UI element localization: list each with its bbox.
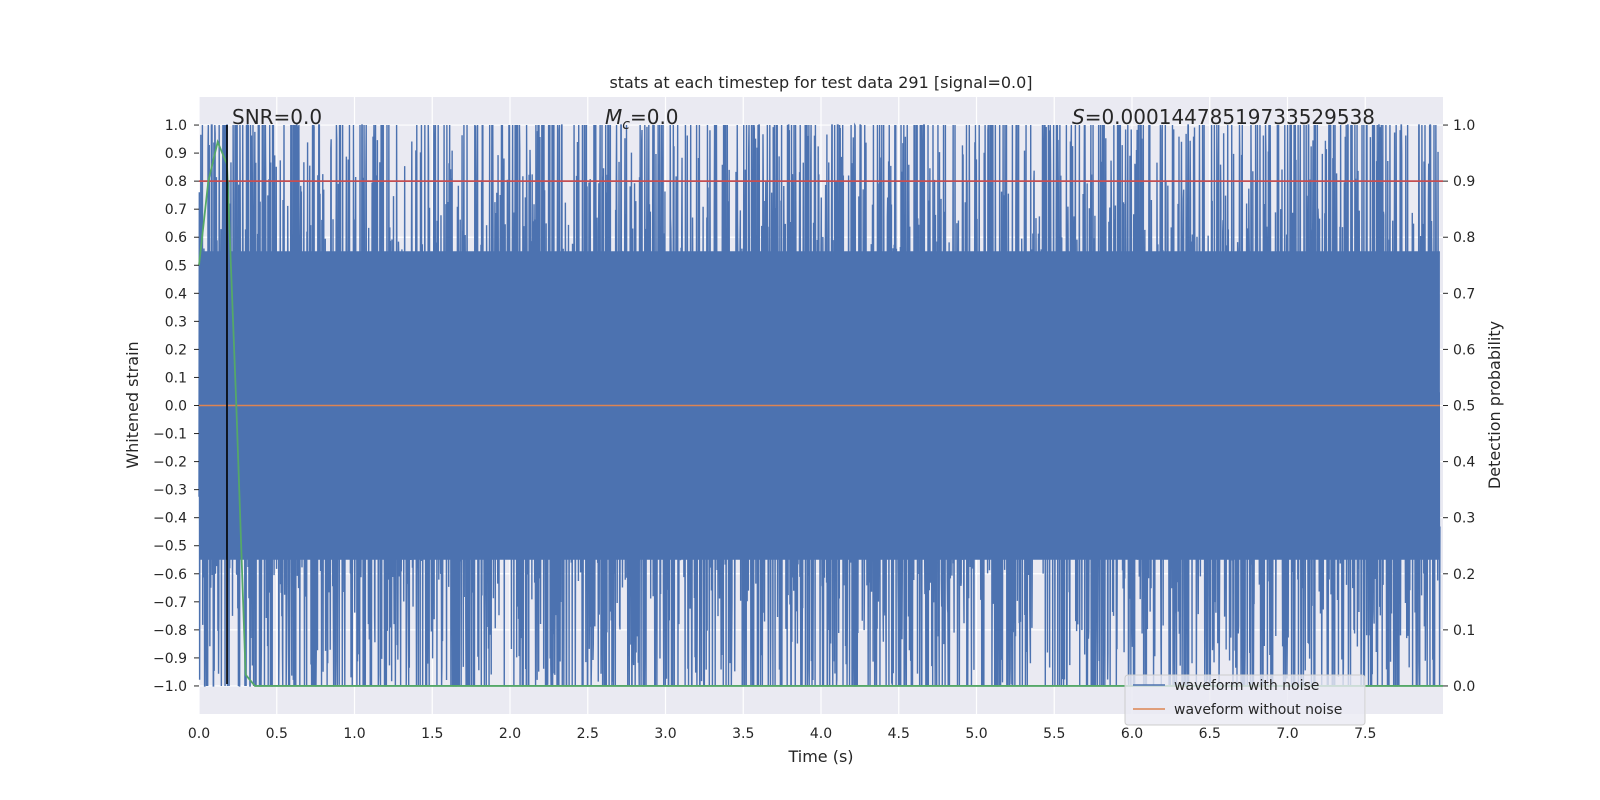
y-left-tick-label: 0.4 [165,286,187,302]
legend-label-noise: waveform with noise [1174,678,1319,694]
y-left-tick-label: 0.6 [165,230,187,246]
overlay-series [198,125,1443,687]
y-right-tick-label: 0.6 [1453,342,1475,358]
y-right-tick-label: 0.7 [1453,286,1475,302]
x-tick-label: 0.5 [266,726,288,742]
x-axis-label: Time (s) [787,747,853,766]
x-tick-label: 3.5 [732,726,754,742]
y-left-tick-label: −0.7 [153,595,187,611]
x-tick-label: 7.5 [1354,726,1376,742]
x-tick-label: 6.5 [1199,726,1221,742]
y-left-tick-label: 0.1 [165,370,187,386]
s-symbol: S [1072,105,1085,129]
y-axis-right-label: Detection probability [1485,321,1504,489]
y-left-tick-label: −0.4 [153,511,187,527]
y-left-tick-label: 0.0 [165,399,187,415]
y-left-tick-label: −0.6 [153,567,187,583]
y-right-tick-label: 1.0 [1453,118,1475,134]
detection-probability-line [198,138,1443,687]
y-left-tick-label: −0.2 [153,455,187,471]
x-tick-label: 1.5 [421,726,443,742]
y-left-tick-label: −0.5 [153,539,187,555]
y-left-tick-label: 0.3 [165,314,187,330]
s-annotation: S=0.00014478519733529538 [1072,105,1375,129]
y-right-tick-label: 0.0 [1453,679,1475,695]
y-right-tick-label: 0.2 [1453,567,1475,583]
y-right-tick-label: 0.3 [1453,511,1475,527]
y-right-tick-label: 0.5 [1453,399,1475,415]
y-left-tick-label: −0.3 [153,483,187,499]
axis-ticks: 1.0 0.9 0.8 0.7 0.6 0.5 0.4 0.3 0.2 0.1 0.0 0.0 0.5 1… [153,118,1475,742]
y-left-tick-label: −1.0 [153,679,187,695]
y-left-tick-label: 0.9 [165,146,187,162]
legend-box [1124,674,1366,726]
y-left-tick-label: 0.8 [165,174,187,190]
x-tick-label: 4.0 [810,726,832,742]
y-left-tick-label: −0.8 [153,623,187,639]
x-tick-label: 5.5 [1043,726,1065,742]
y-axis-left-label: Whitened strain [123,341,142,468]
mc-symbol: M [605,105,622,129]
y-right-tick-label: 0.9 [1453,174,1475,190]
x-tick-label: 0.0 [188,726,210,742]
legend-label-clean: waveform without noise [1174,702,1342,718]
x-tick-label: 3.0 [654,726,676,742]
y-left-tick-label: 0.5 [165,258,187,274]
x-tick-label: 4.5 [888,726,910,742]
y-left-tick-label: 0.7 [165,202,187,218]
x-tick-label: 6.0 [1121,726,1143,742]
y-right-tick-label: 0.8 [1453,230,1475,246]
y-left-tick-label: −0.1 [153,427,187,443]
y-right-tick-label: 0.1 [1453,623,1475,639]
snr-annotation: SNR=0.0 [232,105,322,129]
x-tick-label: 1.0 [343,726,365,742]
s-value: =0.00014478519733529538 [1085,105,1375,129]
x-tick-label: 5.0 [965,726,987,742]
chart-title: stats at each timestep for test data 291… [609,73,1032,92]
x-tick-label: 2.0 [499,726,521,742]
mc-value: =0.0 [630,105,679,129]
y-left-tick-label: 1.0 [165,118,187,134]
y-left-tick-label: −0.9 [153,651,187,667]
x-tick-label: 7.0 [1276,726,1298,742]
legend: waveform with noise waveform without noi… [1124,674,1366,726]
y-left-tick-label: 0.2 [165,342,187,358]
x-tick-label: 2.5 [577,726,599,742]
chirp-mass-annotation: Mc=0.0 [605,105,679,133]
mc-subscript: c [622,117,630,133]
y-right-tick-label: 0.4 [1453,455,1475,471]
